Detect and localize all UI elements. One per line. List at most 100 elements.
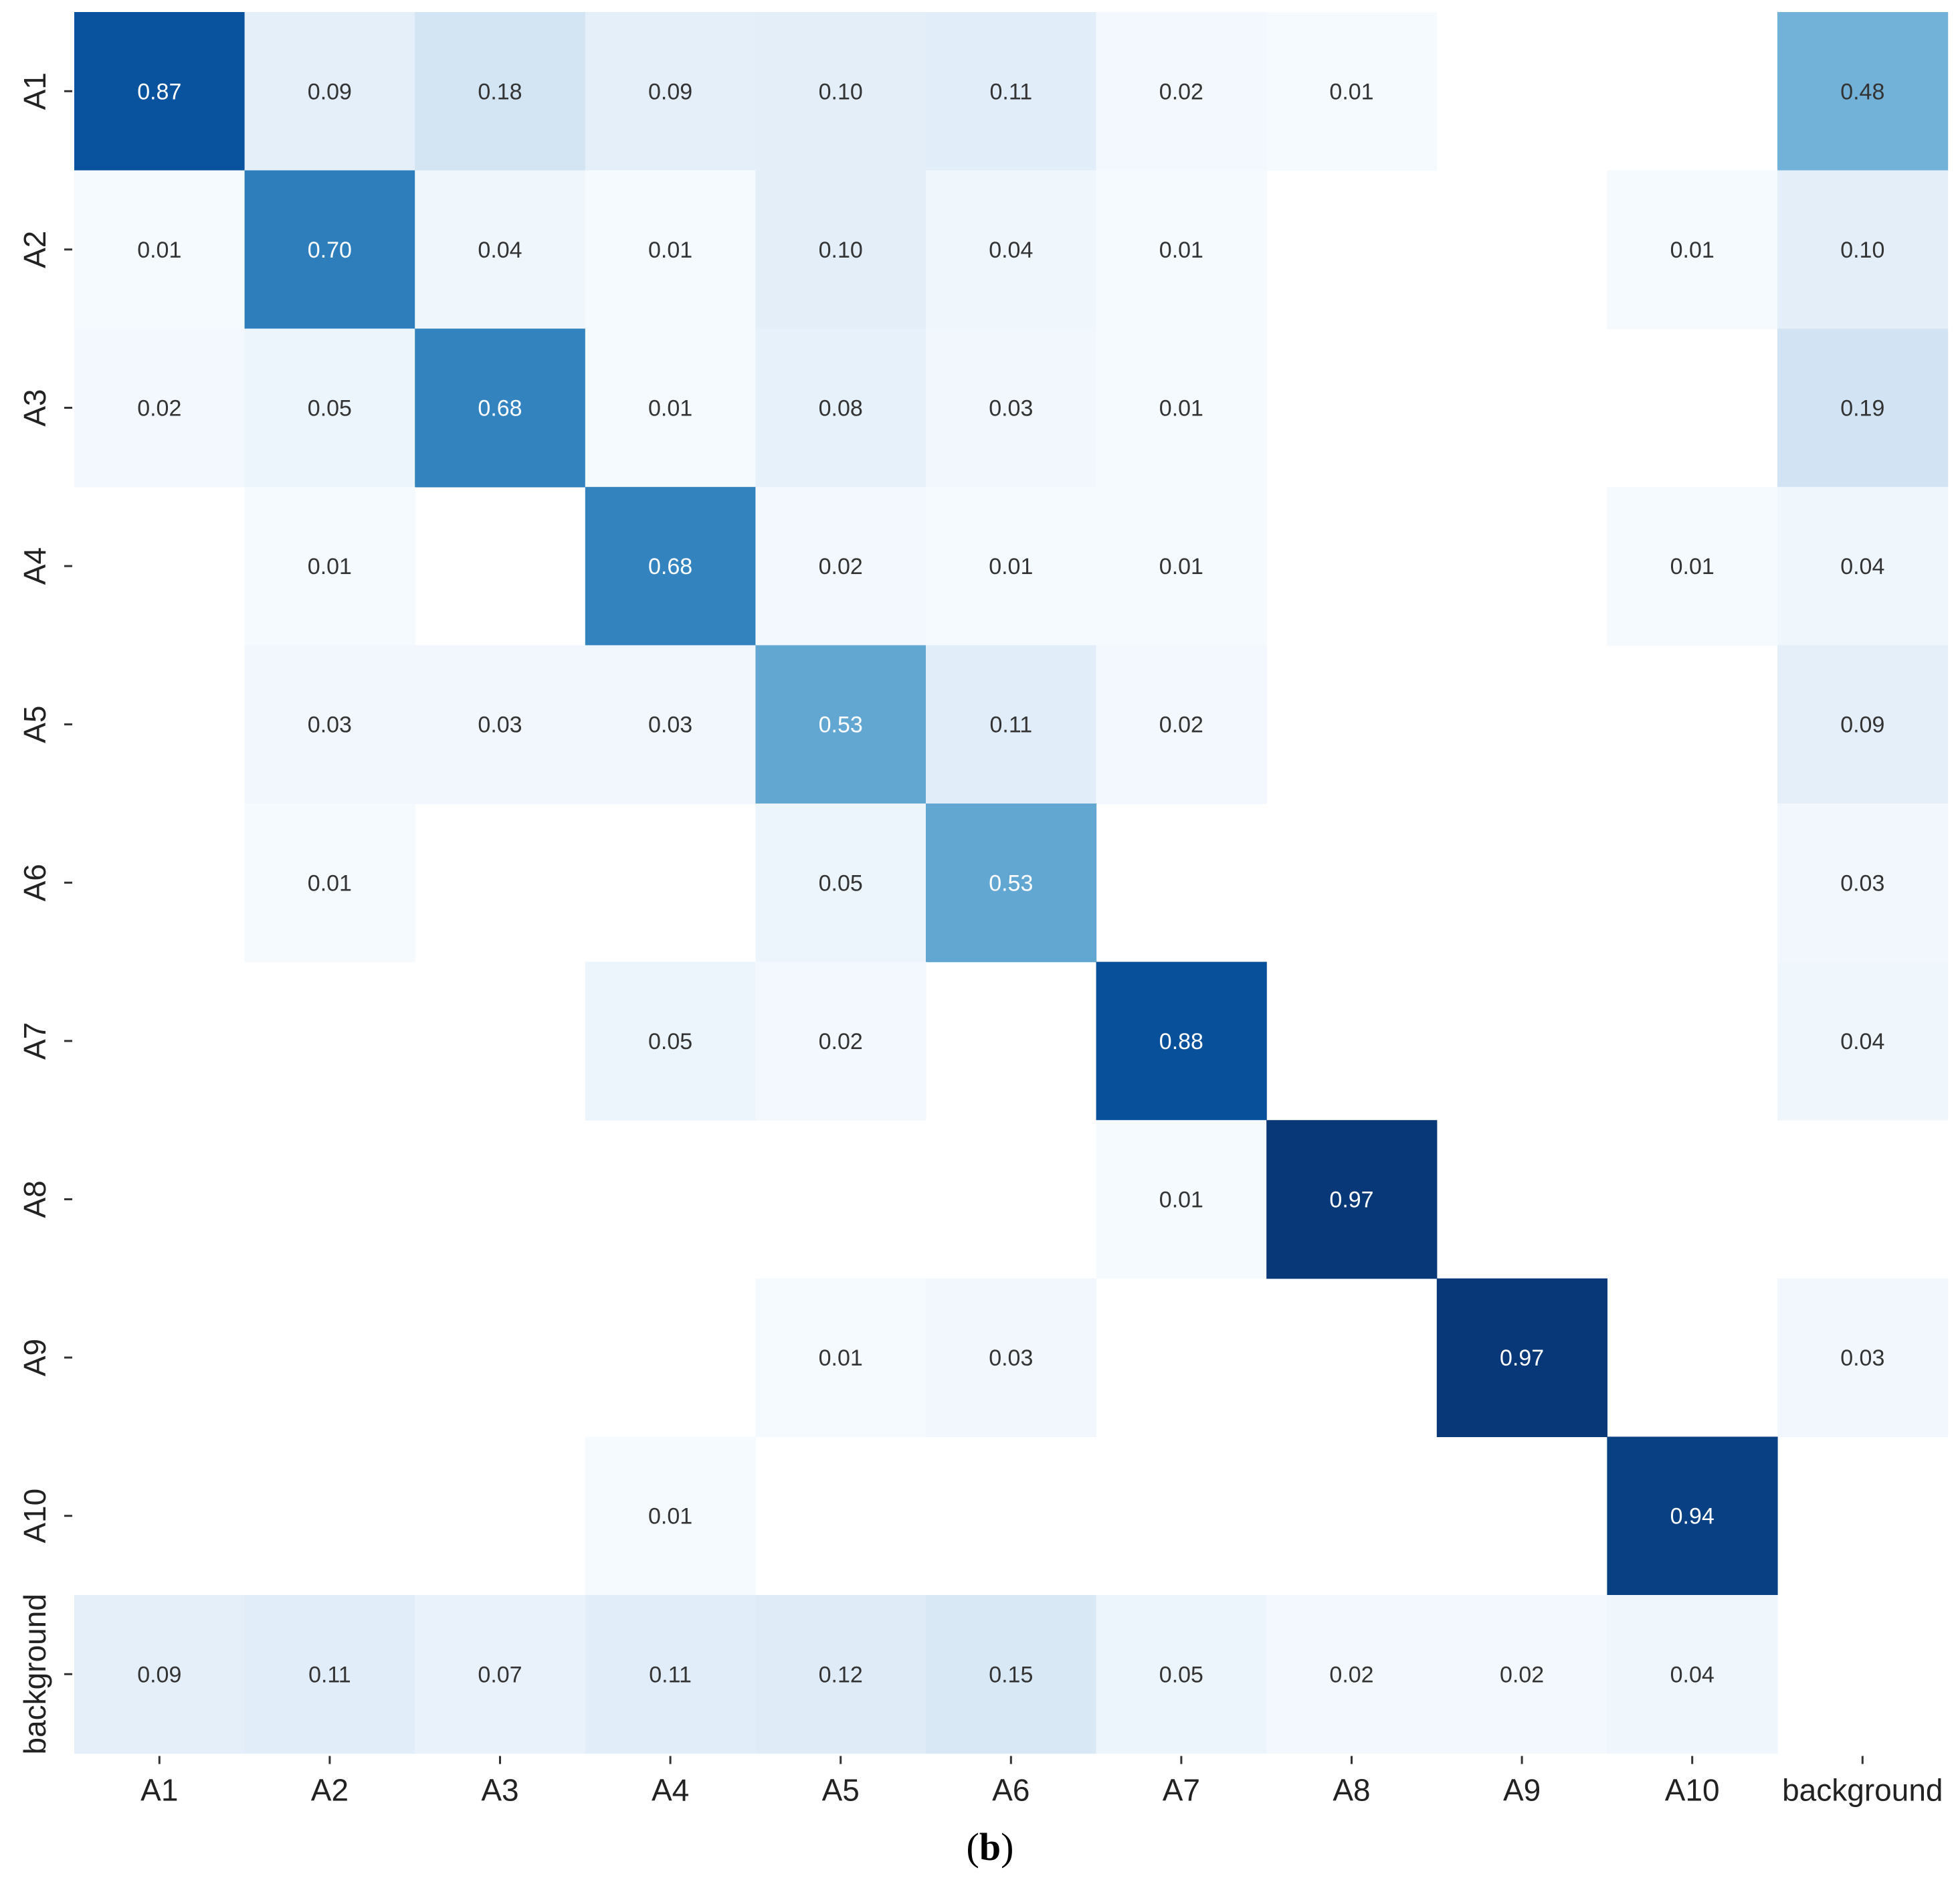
y-tick-label-a5: A5 (17, 706, 52, 743)
cell-value-a4-background: 0.04 (1840, 554, 1884, 579)
cell-value-a5-a2: 0.03 (308, 713, 352, 738)
x-tick-label-a2: A2 (311, 1773, 349, 1808)
heatmap-cell-a7-a7 (1096, 961, 1267, 1121)
cell-value-a3-a6: 0.03 (989, 396, 1033, 421)
caption-close-paren: ) (1001, 1825, 1013, 1869)
cell-value-a4-a6: 0.01 (989, 554, 1033, 579)
cell-value-a1-a5: 0.10 (819, 79, 863, 104)
x-tick-label-a8: A8 (1333, 1773, 1370, 1808)
heatmap-cell-a5-a3 (415, 645, 586, 804)
heatmap-cell-a10-a4 (585, 1436, 756, 1596)
heatmap-cell-a9-a6 (926, 1278, 1097, 1437)
heatmap-cell-a7-background (1777, 961, 1949, 1121)
heatmap-cell-a4-a10 (1607, 486, 1778, 646)
y-tick-label-a7: A7 (17, 1022, 52, 1060)
heatmap-cell-a5-a5 (755, 645, 926, 804)
cell-value-a2-a10: 0.01 (1670, 238, 1714, 263)
heatmap-cell-a4-a4 (585, 486, 756, 646)
heatmap-cell-a5-a4 (585, 645, 756, 804)
y-tick-label-a2: A2 (17, 231, 52, 268)
cell-value-a5-a4: 0.03 (648, 713, 692, 738)
cell-value-a4-a10: 0.01 (1670, 554, 1714, 579)
cell-value-a2-a4: 0.01 (648, 238, 692, 263)
heatmap-cell-a4-a6 (926, 486, 1097, 646)
cell-value-a6-background: 0.03 (1840, 870, 1884, 896)
cell-value-a8-a8: 0.97 (1329, 1188, 1373, 1213)
cell-value-a2-a2: 0.70 (308, 238, 352, 263)
heatmap-cell-a1-a6 (926, 12, 1097, 171)
cell-value-a6-a2: 0.01 (308, 870, 352, 896)
heatmap-cell-a2-a6 (926, 170, 1097, 329)
y-tick-label-a9: A9 (17, 1339, 52, 1376)
cell-value-background-a7: 0.05 (1159, 1662, 1203, 1687)
heatmap-cell-a3-background (1777, 328, 1949, 488)
heatmap-cell-a4-a2 (244, 486, 415, 646)
cell-value-a2-a6: 0.04 (989, 238, 1033, 263)
cell-value-a5-a6: 0.11 (989, 713, 1032, 738)
cell-value-a3-a2: 0.05 (308, 396, 352, 421)
heatmap-cell-background-a3 (415, 1595, 586, 1754)
y-tick-label-a4: A4 (17, 547, 52, 585)
cell-value-a5-a5: 0.53 (819, 713, 863, 738)
cell-value-a7-a7: 0.88 (1159, 1029, 1203, 1054)
heatmap-cell-a8-a7 (1096, 1120, 1267, 1279)
cell-value-background-a9: 0.02 (1500, 1662, 1544, 1687)
heatmap-cell-a10-a10 (1607, 1436, 1778, 1596)
heatmap-cell-a5-a6 (926, 645, 1097, 804)
y-tick-label-a8: A8 (17, 1180, 52, 1218)
cell-value-a5-a3: 0.03 (478, 713, 522, 738)
heatmap-cell-a6-background (1777, 804, 1949, 963)
cell-value-a4-a5: 0.02 (819, 554, 863, 579)
cell-value-a5-background: 0.09 (1840, 713, 1884, 738)
y-tick-label-a10: A10 (17, 1489, 52, 1543)
cell-value-a1-a8: 0.01 (1329, 79, 1373, 104)
heatmap-cell-background-a8 (1266, 1595, 1438, 1754)
cell-value-a8-a7: 0.01 (1159, 1188, 1203, 1213)
heatmap-cell-a1-a2 (244, 12, 415, 171)
x-tick-label-background: background (1782, 1773, 1943, 1808)
y-tick-label-a1: A1 (17, 72, 52, 110)
figure-caption: (b) (967, 1825, 1014, 1869)
heatmap-cell-a8-a8 (1266, 1120, 1438, 1279)
heatmap-cell-a4-background (1777, 486, 1949, 646)
heatmap-cell-labels: 0.87 0.09 0.18 0.09 0.10 0.11 0.02 0.01 0.48 0.01… (137, 79, 1884, 1687)
heatmap-cell-background-a10 (1607, 1595, 1778, 1754)
cell-value-a3-a1: 0.02 (137, 396, 181, 421)
cell-value-a4-a2: 0.01 (308, 554, 352, 579)
heatmap-cell-a5-a7 (1096, 645, 1267, 804)
y-tick-label-a6: A6 (17, 864, 52, 901)
cell-value-background-a3: 0.07 (478, 1662, 522, 1687)
heatmap-cell-background-a6 (926, 1595, 1097, 1754)
heatmap-cell-a1-a3 (415, 12, 586, 171)
heatmap-cell-a3-a2 (244, 328, 415, 488)
cell-value-a10-a4: 0.01 (648, 1504, 692, 1529)
cell-value-a9-a5: 0.01 (819, 1345, 863, 1371)
heatmap-cell-a2-a7 (1096, 170, 1267, 329)
cell-value-a2-a3: 0.04 (478, 238, 522, 263)
cell-value-a1-a6: 0.11 (989, 79, 1032, 104)
x-tick-label-a10: A10 (1665, 1773, 1720, 1808)
y-tick-label-background: background (17, 1594, 52, 1754)
x-tick-label-a9: A9 (1503, 1773, 1541, 1808)
cell-value-a5-a7: 0.02 (1159, 713, 1203, 738)
x-tick-label-a6: A6 (992, 1773, 1030, 1808)
heatmap-cell-a1-a1 (74, 12, 246, 171)
heatmap-cell-background-a2 (244, 1595, 415, 1754)
x-tick-label-a7: A7 (1163, 1773, 1200, 1808)
y-axis: A1 A2 A3 A4 A5 A6 A7 A8 A9 A10 background (17, 72, 72, 1755)
heatmap-cell-background-a5 (755, 1595, 926, 1754)
cell-value-background-a10: 0.04 (1670, 1662, 1714, 1687)
cell-value-a7-background: 0.04 (1840, 1029, 1884, 1054)
cell-value-a7-a5: 0.02 (819, 1029, 863, 1054)
heatmap-cell-a9-a9 (1436, 1278, 1607, 1437)
x-tick-label-a5: A5 (822, 1773, 860, 1808)
cell-value-a1-a7: 0.02 (1159, 79, 1203, 104)
heatmap-cell-a9-a5 (755, 1278, 926, 1437)
cell-value-a7-a4: 0.05 (648, 1029, 692, 1054)
cell-value-a9-background: 0.03 (1840, 1345, 1884, 1371)
cell-value-a4-a7: 0.01 (1159, 554, 1203, 579)
heatmap-cell-a7-a4 (585, 961, 756, 1121)
cell-value-a1-a2: 0.09 (308, 79, 352, 104)
cell-value-a3-a4: 0.01 (648, 396, 692, 421)
